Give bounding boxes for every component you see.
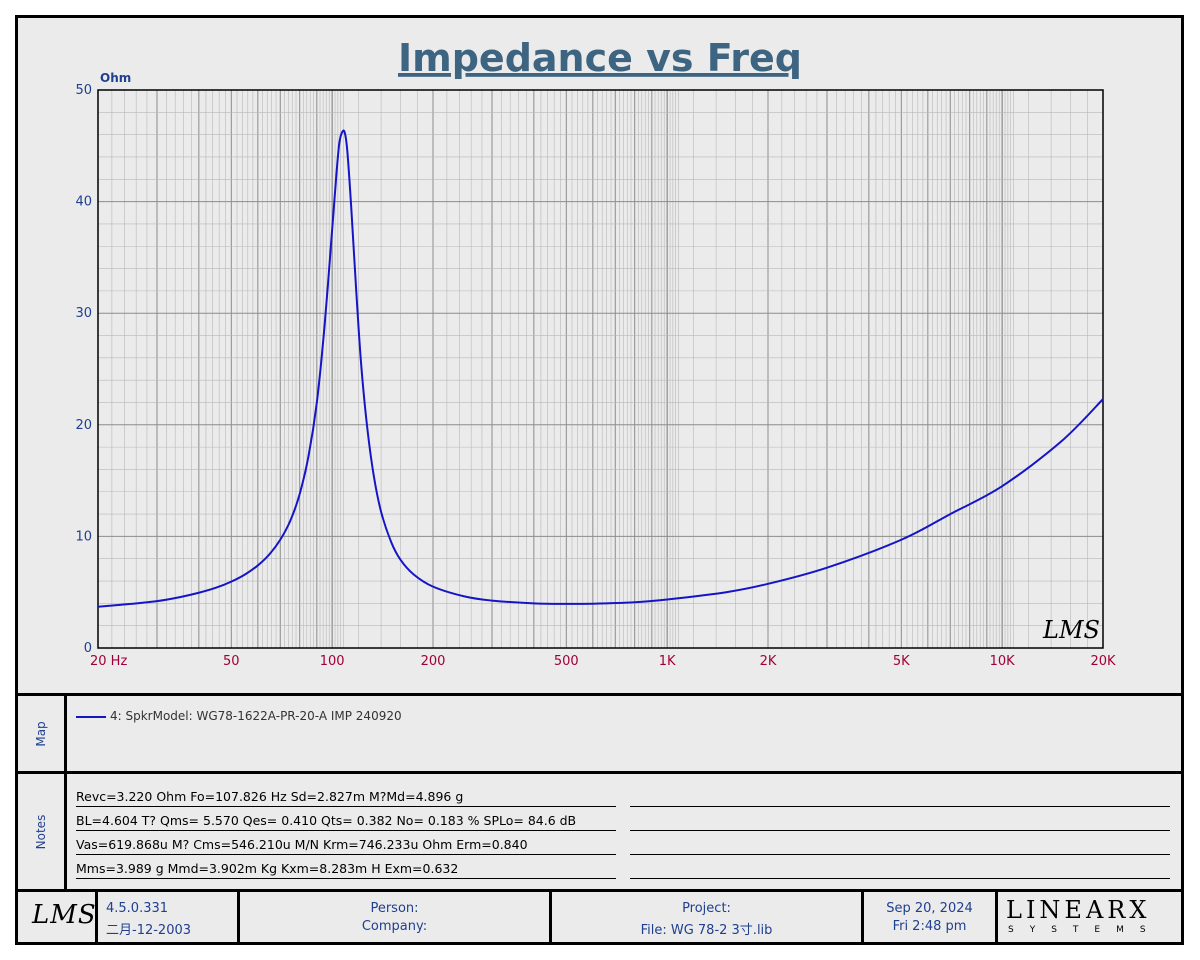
y-tick-label: 40 (75, 195, 92, 210)
y-tick-label: 20 (75, 418, 92, 433)
notes-side-label: Notes (18, 774, 67, 889)
footer-bar: LMS 4.5.0.331 二月-12-2003 Person: Company… (18, 892, 1181, 942)
footer-brand-cell: LINEARX SYSTEMS (998, 892, 1181, 942)
note-line-4: Mms=3.989 g Mmd=3.902m Kg Kxm=8.283m H E… (76, 860, 616, 879)
footer-date-cell: Sep 20, 2024 Fri 2:48 pm (864, 892, 998, 942)
note-line-1: Revc=3.220 Ohm Fo=107.826 Hz Sd=2.827m M… (76, 788, 616, 807)
linearx-systems-text: SYSTEMS (1008, 925, 1162, 935)
y-axis-unit: Ohm (100, 71, 131, 85)
impedance-curve (97, 129, 1104, 608)
chart-title: Impedance vs Freq (398, 36, 802, 80)
y-tick-label: 50 (75, 83, 92, 98)
build-date: 二月-12-2003 (106, 923, 192, 938)
x-tick-label: 5K (893, 654, 910, 669)
note-line-2: BL=4.604 T? Qms= 5.570 Qes= 0.410 Qts= 0… (76, 812, 616, 831)
legend-entry[interactable]: 4: SpkrModel: WG78-1622A-PR-20-A IMP 240… (110, 709, 402, 723)
note-line-3: Vas=619.868u M? Cms=546.210u M/N Krm=746… (76, 836, 616, 855)
report-time: Fri 2:48 pm (892, 919, 967, 934)
map-panel: Map 4: SpkrModel: WG78-1622A-PR-20-A IMP… (18, 696, 1181, 774)
x-tick-label: 20K (1090, 654, 1116, 669)
linearx-logo: LINEARX (1006, 896, 1151, 924)
footer-version-cell: 4.5.0.331 二月-12-2003 (98, 892, 240, 942)
map-label: Map (34, 720, 48, 747)
x-tick-label: 50 (223, 654, 240, 669)
lms-watermark: LMS (1042, 616, 1100, 644)
y-tick-label: 30 (75, 306, 92, 321)
note-blank-line-1 (630, 788, 1170, 807)
company-label: Company: (361, 919, 428, 934)
notes-label: Notes (34, 814, 48, 849)
x-tick-label: 2K (760, 654, 777, 669)
file-name: File: WG 78-2 3寸.lib (640, 923, 773, 938)
impedance-chart: Impedance vs Freq Ohm 0 10 20 30 40 50 20 Hz 5… (75, 36, 1116, 669)
footer-logo-cell: LMS (18, 892, 98, 942)
footer-project-cell: Project: File: WG 78-2 3寸.lib (552, 892, 864, 942)
y-tick-label: 10 (75, 529, 92, 544)
x-tick-label: 1K (659, 654, 676, 669)
chart-grid (97, 89, 1104, 649)
note-blank-line-3 (630, 836, 1170, 855)
plot-area-border (97, 89, 1104, 649)
lms-report-frame: Impedance vs Freq Ohm 0 10 20 30 40 50 20 Hz 5… (15, 15, 1184, 945)
software-version: 4.5.0.331 (106, 901, 169, 916)
x-tick-label: 10K (990, 654, 1016, 669)
x-axis-ticks: 20 Hz 50 100 200 500 1K 2K 5K 10K 20K (90, 654, 1116, 669)
x-tick-label: 20 Hz (90, 654, 127, 669)
notes-panel: Notes Revc=3.220 Ohm Fo=107.826 Hz Sd=2.… (18, 774, 1181, 892)
person-label: Person: (370, 901, 419, 916)
map-side-label: Map (18, 696, 67, 771)
note-blank-line-2 (630, 812, 1170, 831)
footer-person-cell: Person: Company: (240, 892, 552, 942)
legend-line-swatch (76, 716, 106, 718)
x-tick-label: 100 (320, 654, 345, 669)
y-axis-ticks: 0 10 20 30 40 50 (75, 83, 92, 656)
project-label: Project: (682, 901, 731, 916)
lms-logo: LMS (32, 900, 97, 930)
report-date: Sep 20, 2024 (886, 901, 973, 916)
x-tick-label: 500 (554, 654, 579, 669)
y-tick-label: 0 (84, 641, 92, 656)
note-blank-line-4 (630, 860, 1170, 879)
plot-panel: Impedance vs Freq Ohm 0 10 20 30 40 50 20 Hz 5… (18, 18, 1181, 696)
x-tick-label: 200 (421, 654, 446, 669)
